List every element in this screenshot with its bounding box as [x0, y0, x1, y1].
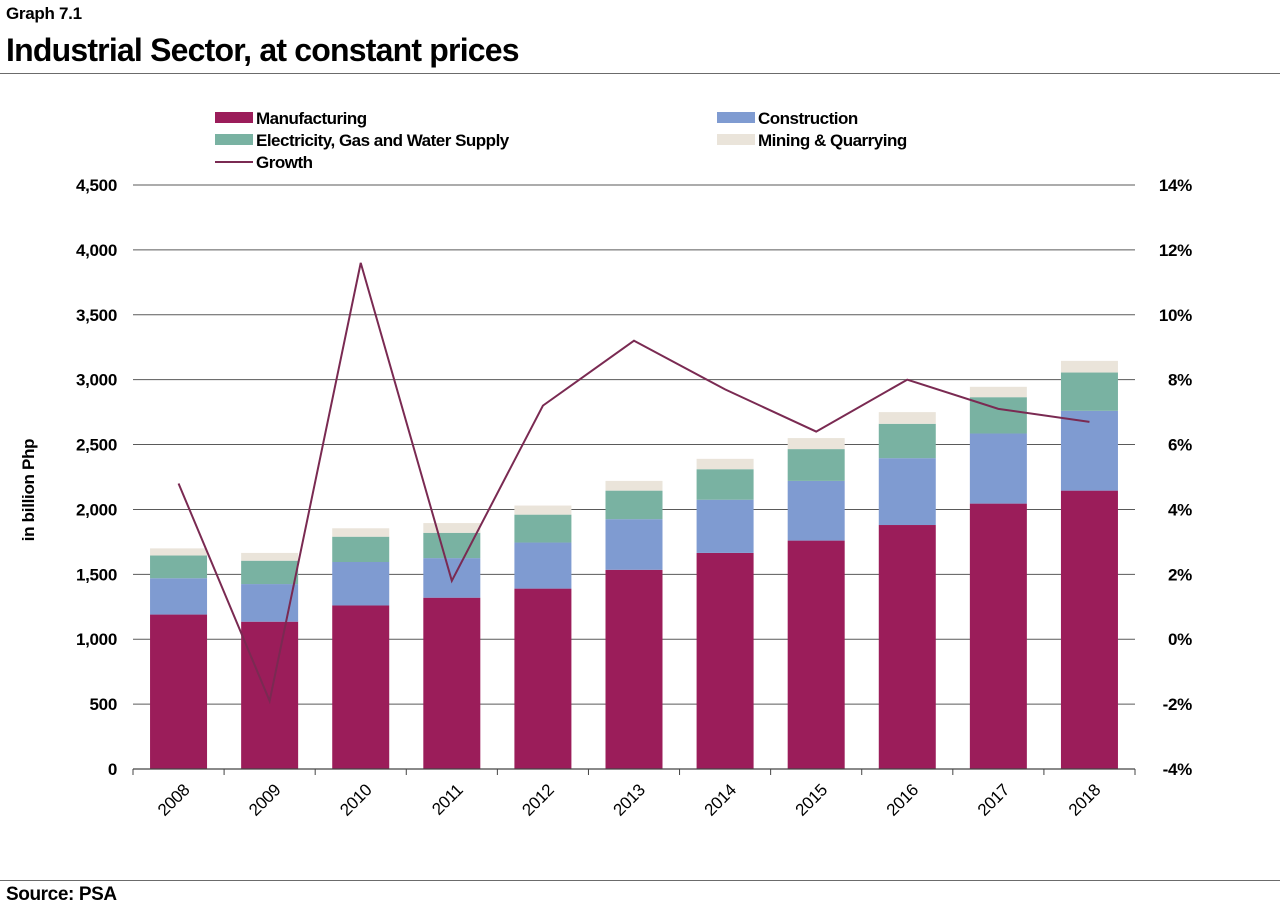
x-tick-label: 2012	[518, 780, 557, 819]
x-tick-label: 2016	[883, 780, 922, 819]
legend-swatch	[717, 112, 755, 123]
y-tick-label: 3,000	[76, 371, 117, 390]
y-tick-label: 0	[108, 760, 117, 779]
y2-tick-label: -4%	[1163, 760, 1193, 779]
y2-tick-label: 6%	[1168, 436, 1192, 455]
legend-label: Mining & Quarrying	[758, 131, 907, 150]
y-tick-label: 4,500	[76, 176, 117, 195]
bar-segment	[696, 499, 754, 553]
y-tick-label: 500	[90, 695, 117, 714]
source-note: Source: PSA	[6, 884, 117, 905]
bar-segment	[969, 386, 1027, 398]
bar-segment	[878, 525, 936, 769]
bar-segment	[1060, 360, 1118, 373]
growth-line	[177, 262, 1090, 705]
y2-tick-label: 4%	[1168, 500, 1192, 519]
bar-segment	[878, 423, 936, 459]
legend-label: Growth	[256, 153, 313, 172]
bar-segment	[514, 505, 572, 515]
bar-segment	[150, 555, 208, 579]
bar-segment	[423, 597, 481, 769]
bar-segment	[969, 503, 1027, 769]
x-tick-label: 2008	[154, 780, 193, 819]
legend-label: Manufacturing	[256, 109, 367, 128]
bar-segment	[423, 532, 481, 559]
legend-label: Construction	[758, 109, 858, 128]
bar-segment	[787, 540, 845, 769]
y2-tick-label: 14%	[1159, 176, 1192, 195]
bar-segment	[878, 458, 936, 526]
bar-segment	[241, 584, 299, 622]
bar-segment	[1060, 372, 1118, 411]
bar-segment	[332, 528, 390, 537]
bar-segment	[332, 605, 390, 769]
y-tick-label: 1,500	[76, 565, 117, 584]
bar-segment	[514, 588, 572, 769]
y2-tick-label: 10%	[1159, 306, 1192, 325]
y-tick-label: 1,000	[76, 630, 117, 649]
chart-title: Industrial Sector, at constant prices	[6, 32, 520, 68]
x-tick-label: 2013	[609, 780, 648, 819]
y-tick-label: 4,000	[76, 241, 117, 260]
x-tick-label: 2015	[792, 780, 831, 819]
bar-segment	[332, 562, 390, 606]
bar-segment	[241, 560, 299, 585]
legend-swatch	[215, 112, 253, 123]
bar-segment	[150, 614, 208, 769]
x-tick-label: 2017	[974, 780, 1013, 819]
y2-tick-label: -2%	[1163, 695, 1193, 714]
bar-segment	[241, 621, 299, 769]
y2-tick-label: 0%	[1168, 630, 1192, 649]
bar-segment	[241, 552, 299, 561]
bar-segment	[696, 469, 754, 500]
top-divider	[0, 73, 1280, 74]
bar-segment	[605, 519, 663, 570]
bar-segment	[150, 578, 208, 615]
bar-segment	[696, 552, 754, 769]
bar-segment	[969, 433, 1027, 504]
y2-tick-label: 8%	[1168, 371, 1192, 390]
y-tick-label: 2,500	[76, 436, 117, 455]
bar-segment	[605, 490, 663, 520]
bar-segment	[1060, 490, 1118, 769]
bottom-divider	[0, 880, 1280, 881]
y-axis-label: in billion Php	[19, 439, 38, 542]
y-tick-label: 2,000	[76, 500, 117, 519]
bar-segment	[514, 514, 572, 543]
industrial-sector-chart: 0 500 1,000 1,500 2,000 2,500 3,000 3,500 4,000 4…	[19, 109, 1193, 820]
legend-swatch	[215, 134, 253, 145]
bar-segment	[423, 523, 481, 533]
bar-segment	[1060, 410, 1118, 491]
graph-label: Graph 7.1	[6, 4, 82, 23]
legend-label: Electricity, Gas and Water Supply	[256, 131, 510, 150]
bar-segment	[332, 536, 390, 563]
x-tick-label: 2018	[1065, 780, 1104, 819]
x-tick-label: 2009	[245, 780, 284, 819]
bar-segment	[150, 548, 208, 556]
bar-segment	[878, 412, 936, 424]
bar-segment	[696, 458, 754, 470]
y-tick-label: 3,500	[76, 306, 117, 325]
y2-tick-label: 12%	[1159, 241, 1192, 260]
y2-tick-label: 2%	[1168, 565, 1192, 584]
bar-segment	[787, 480, 845, 541]
x-tick-label: 2011	[428, 780, 466, 818]
bar-segment	[787, 449, 845, 481]
x-tick-label: 2010	[336, 780, 375, 819]
bar-segment	[605, 569, 663, 769]
bar-segment	[605, 480, 663, 491]
legend-swatch	[717, 134, 755, 145]
x-tick-label: 2014	[701, 780, 740, 819]
bar-segment	[514, 542, 572, 589]
bar-segment	[787, 438, 845, 450]
